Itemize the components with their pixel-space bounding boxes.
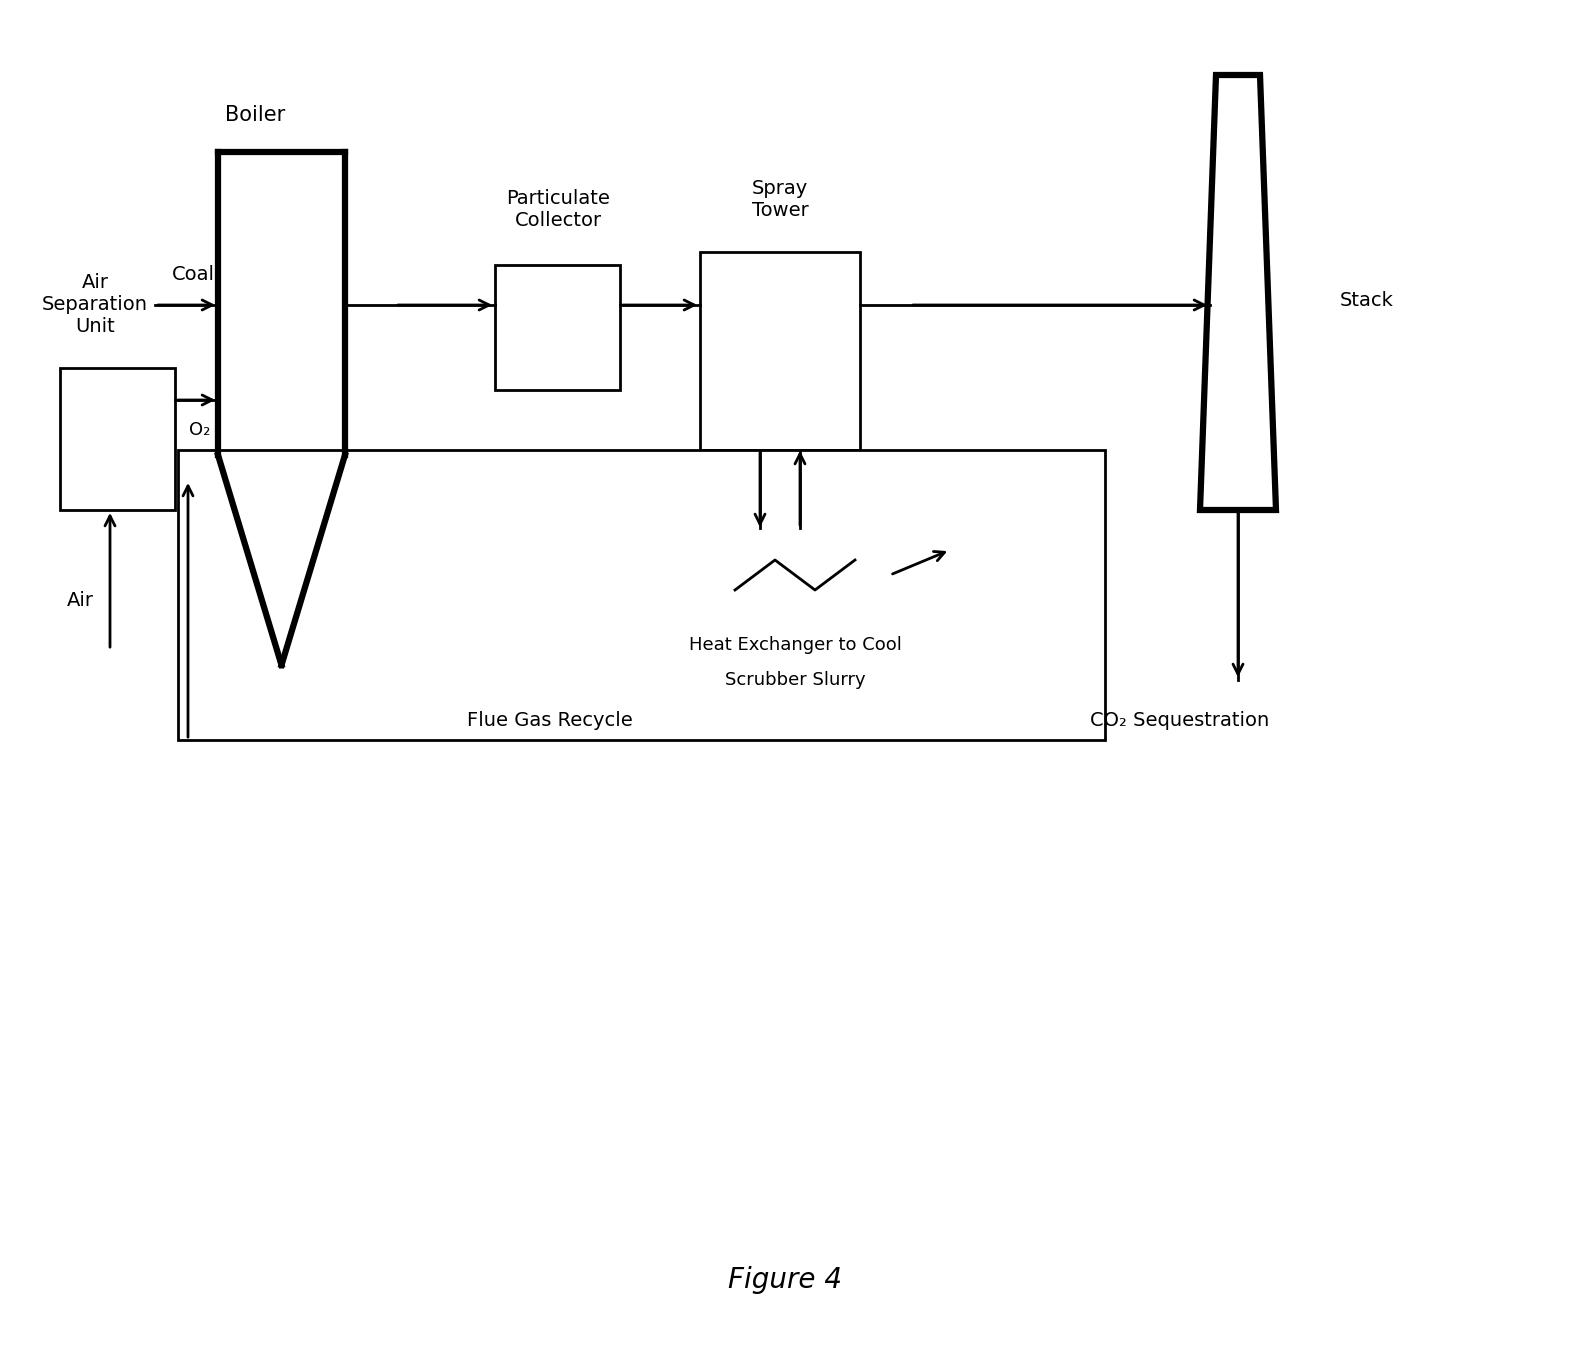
Text: Heat Exchanger to Cool: Heat Exchanger to Cool [689, 636, 902, 654]
Text: Coal: Coal [171, 265, 215, 284]
Ellipse shape [700, 529, 890, 622]
Text: Particulate
Collector: Particulate Collector [507, 189, 610, 231]
Text: Air
Separation
Unit: Air Separation Unit [42, 273, 147, 337]
Text: O₂: O₂ [190, 421, 210, 439]
Bar [177, 450, 1105, 741]
Text: CO₂ Sequestration: CO₂ Sequestration [1090, 711, 1269, 730]
Bar [700, 251, 860, 450]
Text: Scrubber Slurry: Scrubber Slurry [725, 671, 866, 689]
Bar [60, 368, 176, 510]
Text: Air: Air [66, 591, 94, 609]
Text: Boiler: Boiler [224, 105, 286, 125]
Text: Spray
Tower: Spray Tower [752, 179, 808, 220]
Bar [494, 265, 620, 390]
Polygon shape [1200, 75, 1276, 510]
Text: Figure 4: Figure 4 [728, 1267, 843, 1294]
Text: Stack: Stack [1340, 291, 1393, 310]
Text: Flue Gas Recycle: Flue Gas Recycle [468, 711, 632, 730]
